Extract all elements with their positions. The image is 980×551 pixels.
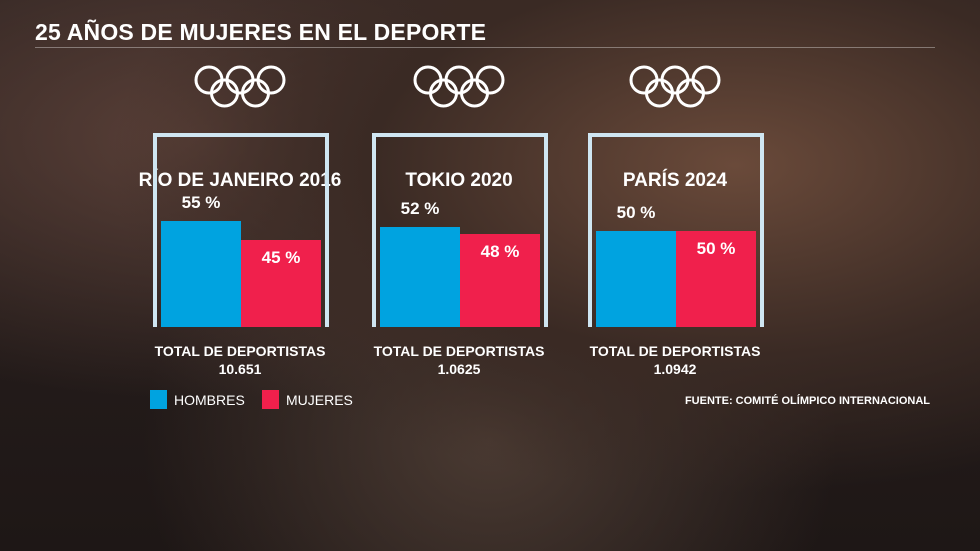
bar-label: 50 % xyxy=(696,238,736,258)
total-label: TOTAL DE DEPORTISTAS xyxy=(154,343,326,359)
olympic-rings-icon xyxy=(413,65,505,108)
bar-hombres xyxy=(161,220,241,327)
bar-label: 50 % xyxy=(616,202,656,222)
page-title: 25 AÑOS DE MUJERES EN EL DEPORTE xyxy=(35,19,487,45)
total-label: TOTAL DE DEPORTISTAS xyxy=(589,343,761,359)
legend-label: MUJERES xyxy=(286,391,353,408)
bar-label: 55 % xyxy=(181,192,221,212)
legend-swatch-mujeres xyxy=(262,390,279,409)
chart-title: PARÍS 2024 xyxy=(622,170,728,191)
legend-hombres: HOMBRES xyxy=(150,390,245,409)
olympic-rings-icon xyxy=(629,65,721,108)
source-note: FUENTE: COMITÉ OLÍMPICO INTERNACIONAL xyxy=(684,395,930,407)
bar-mujeres xyxy=(241,240,321,327)
total-label: TOTAL DE DEPORTISTAS xyxy=(373,343,545,359)
rings-wrap xyxy=(130,65,350,114)
rings-wrap xyxy=(349,65,569,114)
olympic-rings-icon xyxy=(194,65,286,108)
total-value: 10.651 xyxy=(218,361,262,377)
chart-title: TOKIO 2020 xyxy=(405,170,513,191)
chart-frame: 55 % 45 % xyxy=(153,133,329,327)
total-value: 1.0625 xyxy=(437,361,481,377)
rings-wrap xyxy=(565,65,785,114)
bar-label: 45 % xyxy=(261,248,301,268)
chart-title: RÍO DE JANEIRO 2016 xyxy=(138,170,342,191)
bar-hombres xyxy=(596,230,676,327)
total-value: 1.0942 xyxy=(653,361,697,377)
bar-label: 52 % xyxy=(400,198,440,218)
legend-swatch-hombres xyxy=(150,390,167,409)
bar-label: 48 % xyxy=(480,242,520,262)
legend-label: HOMBRES xyxy=(174,391,245,408)
total-block: TOTAL DE DEPORTISTAS 1.0625 xyxy=(349,342,569,378)
title-divider xyxy=(35,47,935,48)
chart-frame: 50 % 50 % xyxy=(588,133,764,327)
bar-hombres xyxy=(380,226,460,327)
total-block: TOTAL DE DEPORTISTAS 10.651 xyxy=(130,342,350,378)
legend-mujeres: MUJERES xyxy=(262,390,353,409)
bar-mujeres xyxy=(676,230,756,327)
bar-mujeres xyxy=(460,234,540,327)
total-block: TOTAL DE DEPORTISTAS 1.0942 xyxy=(565,342,785,378)
chart-frame: 52 % 48 % xyxy=(372,133,548,327)
